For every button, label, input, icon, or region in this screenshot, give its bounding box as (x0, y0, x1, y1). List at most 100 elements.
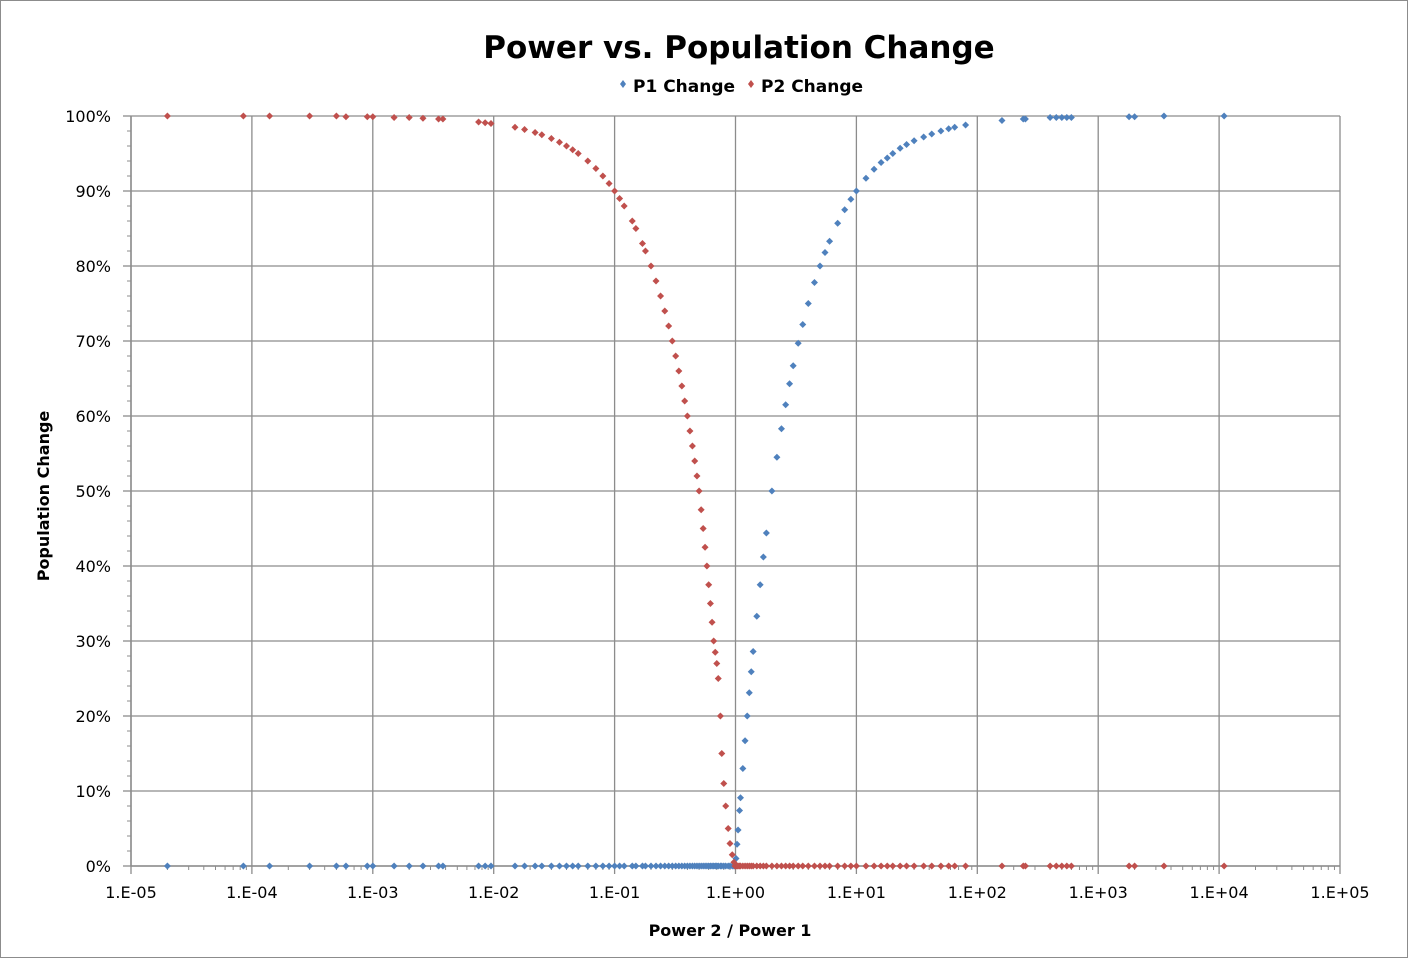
data-point (937, 127, 945, 135)
data-point (1052, 862, 1060, 870)
data-point (672, 352, 680, 360)
data-point (1160, 862, 1168, 870)
data-point (786, 380, 794, 388)
data-point (743, 712, 751, 720)
x-axis-label: Power 2 / Power 1 (649, 921, 812, 940)
data-point (756, 581, 764, 589)
data-point (521, 862, 529, 870)
x-tick-label: 1.E+00 (706, 883, 765, 902)
data-point (870, 165, 878, 173)
x-tick-label: 1.E-04 (226, 883, 278, 902)
data-point (632, 862, 640, 870)
y-axis-label: Population Change (34, 411, 53, 582)
data-point (562, 142, 570, 150)
data-point (910, 862, 918, 870)
data-point (889, 862, 897, 870)
y-tick-label: 0% (86, 857, 111, 876)
data-point (369, 862, 377, 870)
data-point (741, 737, 749, 745)
data-point (531, 129, 539, 136)
data-point (657, 862, 665, 870)
x-tick-labels: 1.E-05 1.E-04 1.E-03 1.E-02 1.E-01 1.E+00 1.E+… (105, 883, 1369, 902)
data-point (569, 862, 577, 870)
data-point (883, 862, 891, 870)
data-point (810, 862, 818, 870)
data-point (711, 648, 719, 656)
data-point (439, 115, 447, 123)
data-point (834, 862, 842, 870)
data-point (998, 862, 1006, 870)
x-tick-label: 1.E+02 (948, 883, 1007, 902)
data-point (342, 113, 350, 121)
data-point (390, 862, 398, 870)
data-point (951, 862, 959, 870)
data-point (511, 123, 519, 131)
data-point (903, 862, 911, 870)
data-point (390, 114, 398, 121)
data-point (889, 150, 897, 157)
data-point (1046, 114, 1054, 121)
data-point (1220, 862, 1228, 870)
data-point (1021, 115, 1029, 123)
data-point (870, 862, 878, 870)
y-tick-label: 70% (75, 332, 111, 351)
data-point (611, 862, 619, 870)
data-point (584, 862, 592, 870)
data-point (547, 862, 555, 870)
data-point (718, 750, 726, 757)
data-point (628, 217, 636, 225)
data-point (599, 172, 607, 180)
data-point (647, 862, 655, 870)
data-point (363, 113, 371, 121)
data-point (841, 206, 849, 214)
data-point (584, 157, 592, 165)
x-tick-label: 1.E-03 (347, 883, 399, 902)
axes (123, 115, 1341, 874)
data-point (632, 225, 640, 232)
data-point (405, 114, 413, 121)
data-point (693, 472, 701, 480)
data-point (691, 457, 699, 465)
data-point (239, 862, 247, 870)
data-point (804, 862, 812, 870)
data-point (826, 862, 834, 870)
data-point (1160, 112, 1168, 120)
y-tick-label: 10% (75, 782, 111, 801)
data-point (716, 712, 724, 720)
data-point (332, 112, 340, 120)
data-point (794, 862, 802, 870)
legend-item-p2: P2 Change (748, 77, 863, 97)
data-point (762, 862, 770, 870)
chart-title: Power vs. Population Change (483, 30, 994, 66)
data-point (538, 131, 546, 139)
data-point (487, 862, 495, 870)
x-tick-label: 1.E-05 (105, 883, 157, 902)
data-point (665, 322, 673, 330)
data-point (777, 425, 785, 433)
x-tick-label: 1.E+03 (1069, 883, 1128, 902)
data-point (739, 765, 747, 772)
data-point (726, 840, 734, 847)
data-point (1067, 114, 1075, 121)
y-tick-label: 50% (75, 482, 111, 501)
data-point (652, 277, 660, 285)
data-point (714, 675, 722, 682)
data-point (710, 637, 718, 645)
data-point (1052, 114, 1060, 121)
data-point (555, 138, 563, 146)
data-point (605, 180, 613, 187)
data-point (661, 307, 669, 315)
data-point (759, 553, 767, 561)
data-point (821, 862, 829, 870)
data-point (616, 195, 624, 202)
legend-label-p1: P1 Change (633, 77, 735, 97)
data-point (1131, 113, 1139, 121)
data-point (1058, 862, 1066, 870)
data-point (762, 529, 770, 537)
data-point (531, 862, 539, 870)
data-point (862, 174, 870, 182)
data-point (665, 862, 673, 870)
data-point (722, 802, 730, 810)
data-point (592, 862, 600, 870)
